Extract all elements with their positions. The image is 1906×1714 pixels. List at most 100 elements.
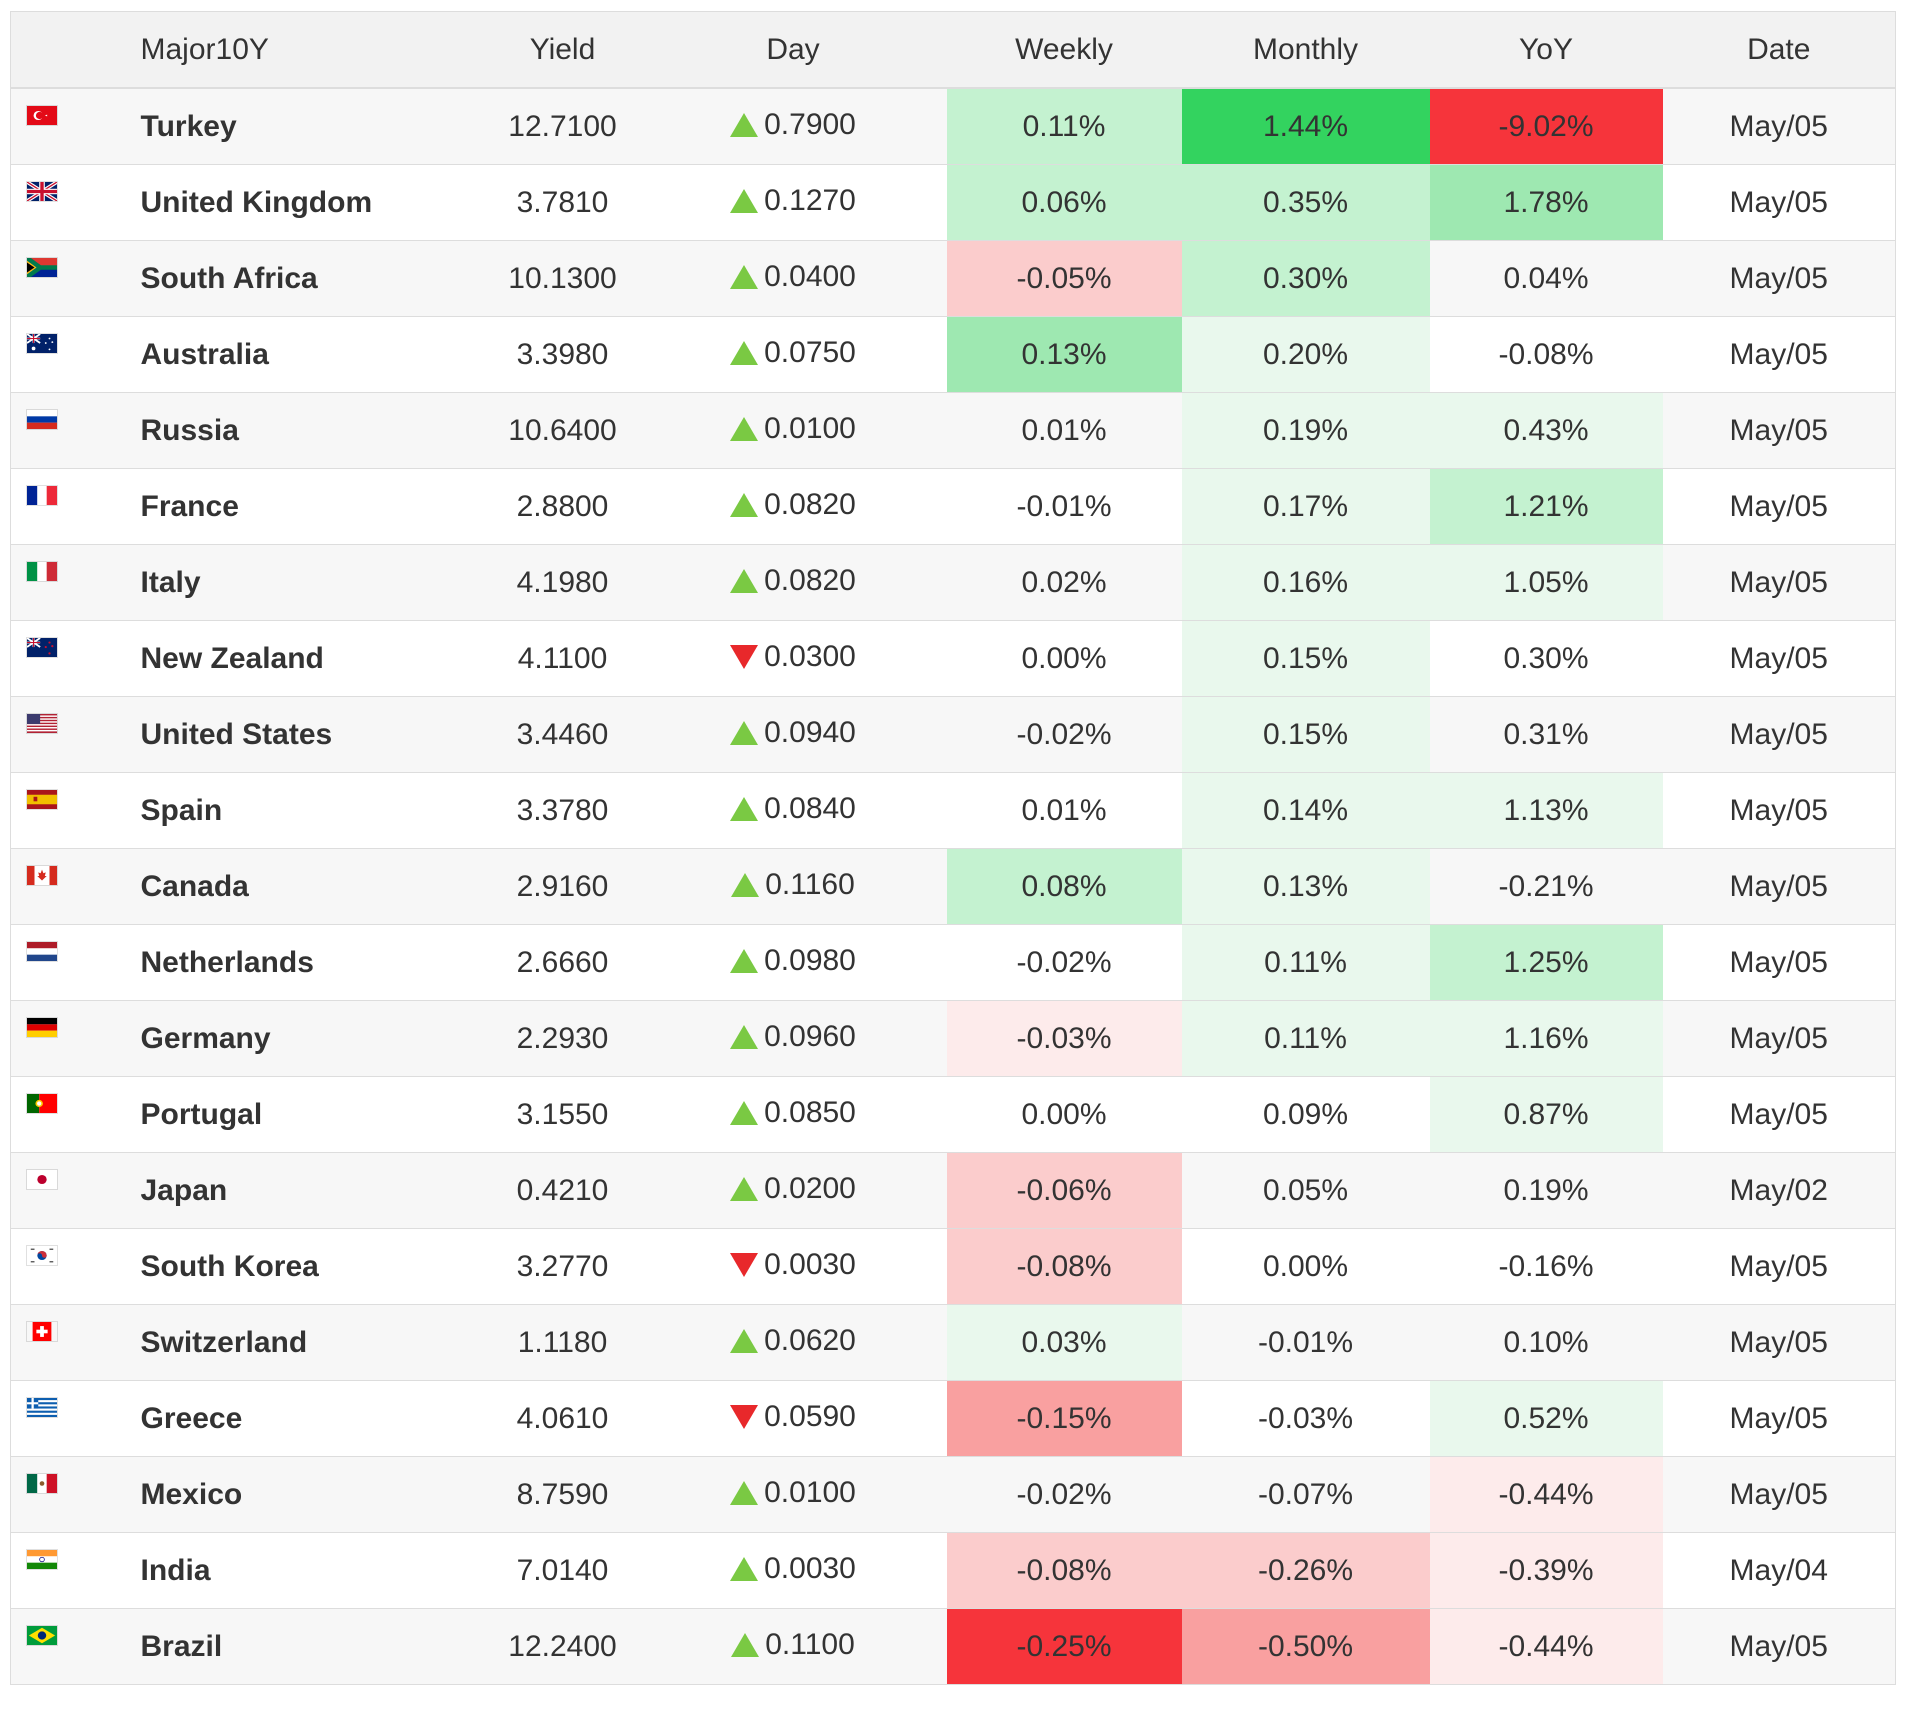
table-row[interactable]: Mexico 8.7590 0.0100 -0.02% -0.07% -0.44% May/… — [10, 1456, 1896, 1533]
date-value: May/05 — [1662, 1608, 1896, 1685]
table-row[interactable]: Switzerland 1.1180 0.0620 0.03% -0.01% 0.10% M… — [10, 1304, 1896, 1381]
table-row[interactable]: Russia 10.6400 0.0100 0.01% 0.19% 0.43% May/05 — [10, 392, 1896, 469]
table-row[interactable]: Japan 0.4210 0.0200 -0.06% 0.05% 0.19% May/02 — [10, 1152, 1896, 1229]
country-name-link[interactable]: Brazil — [136, 1608, 486, 1685]
table-row[interactable]: United Kingdom 3.7810 0.1270 0.06% 0.35% 1.78… — [10, 164, 1896, 241]
flag-cell — [10, 848, 137, 925]
arrow-up-icon — [730, 1101, 759, 1125]
flag-cell — [10, 1000, 137, 1077]
monthly-change: 0.05% — [1181, 1152, 1430, 1229]
date-value: May/05 — [1662, 164, 1896, 241]
flag-cell — [10, 544, 137, 621]
table-row[interactable]: New Zealand 4.1100 0.0300 0.00% 0.15% 0.30% Ma… — [10, 620, 1896, 697]
arrow-up-icon — [730, 721, 759, 745]
country-name-link[interactable]: Australia — [136, 316, 486, 393]
column-header-day[interactable]: Day — [639, 11, 947, 89]
country-name-link[interactable]: Switzerland — [136, 1304, 486, 1381]
yield-value: 3.3780 — [485, 772, 640, 849]
yield-value: 3.3980 — [485, 316, 640, 393]
country-name-link[interactable]: South Korea — [136, 1228, 486, 1305]
table-row[interactable]: Brazil 12.2400 0.1100 -0.25% -0.50% -0.44% May… — [10, 1608, 1896, 1685]
day-change-value: 0.0030 — [764, 1248, 856, 1281]
day-change: 0.1100 — [731, 1628, 855, 1662]
flag-cell — [10, 1152, 137, 1229]
country-name-link[interactable]: Russia — [136, 392, 486, 469]
india-flag-icon — [26, 1549, 58, 1570]
country-name-link[interactable]: Canada — [136, 848, 486, 925]
table-row[interactable]: Germany 2.2930 0.0960 -0.03% 0.11% 1.16% May/0… — [10, 1000, 1896, 1077]
arrow-up-icon — [730, 265, 759, 289]
flag-cell — [10, 1380, 137, 1457]
date-value: May/05 — [1662, 924, 1896, 1001]
table-row[interactable]: South Korea 3.2770 0.0030 -0.08% 0.00% -0.16%… — [10, 1228, 1896, 1305]
table-row[interactable]: Italy 4.1980 0.0820 0.02% 0.16% 1.05% May/05 — [10, 544, 1896, 621]
date-value: May/02 — [1662, 1152, 1896, 1229]
country-name-link[interactable]: New Zealand — [136, 620, 486, 697]
arrow-down-icon — [730, 1253, 759, 1277]
table-row[interactable]: South Africa 10.1300 0.0400 -0.05% 0.30% 0.04… — [10, 240, 1896, 317]
day-change-value: 0.0940 — [764, 716, 856, 749]
france-flag-icon — [26, 485, 58, 506]
germany-flag-icon — [26, 1017, 58, 1038]
monthly-change: -0.50% — [1181, 1608, 1430, 1685]
country-name-link[interactable]: Portugal — [136, 1076, 486, 1153]
day-change-cell: 0.0620 — [639, 1304, 947, 1381]
arrow-up-icon — [730, 949, 759, 973]
arrow-up-icon — [731, 1633, 760, 1657]
south-africa-flag-icon — [26, 257, 58, 278]
new-zealand-flag-icon — [26, 637, 58, 658]
table-row[interactable]: Australia 3.3980 0.0750 0.13% 0.20% -0.08% May… — [10, 316, 1896, 393]
column-header-monthly[interactable]: Monthly — [1181, 11, 1430, 89]
column-header-yield[interactable]: Yield — [485, 11, 640, 89]
arrow-up-icon — [730, 493, 759, 517]
day-change-value: 0.0820 — [764, 564, 856, 597]
table-row[interactable]: Turkey 12.7100 0.7900 0.11% 1.44% -9.02% May/0… — [10, 87, 1896, 165]
arrow-up-icon — [730, 1025, 759, 1049]
country-name-link[interactable]: Mexico — [136, 1456, 486, 1533]
column-header-yoy[interactable]: YoY — [1429, 11, 1663, 89]
day-change-cell: 0.0820 — [639, 544, 947, 621]
table-row[interactable]: Canada 2.9160 0.1160 0.08% 0.13% -0.21% May/05 — [10, 848, 1896, 925]
column-header-date[interactable]: Date — [1662, 11, 1896, 89]
flag-cell — [10, 696, 137, 773]
country-name-link[interactable]: Greece — [136, 1380, 486, 1457]
mexico-flag-icon — [26, 1473, 58, 1494]
day-change: 0.0620 — [730, 1324, 856, 1358]
country-name-link[interactable]: France — [136, 468, 486, 545]
day-change-value: 0.0100 — [764, 1476, 856, 1509]
country-name-link[interactable]: Germany — [136, 1000, 486, 1077]
country-name-link[interactable]: Italy — [136, 544, 486, 621]
day-change-value: 0.0100 — [764, 412, 856, 445]
table-row[interactable]: France 2.8800 0.0820 -0.01% 0.17% 1.21% May/05 — [10, 468, 1896, 545]
day-change: 0.0030 — [730, 1248, 856, 1282]
table-row[interactable]: United States 3.4460 0.0940 -0.02% 0.15% 0.31… — [10, 696, 1896, 773]
yoy-change: -0.16% — [1429, 1228, 1663, 1305]
country-name-link[interactable]: United Kingdom — [136, 164, 486, 241]
netherlands-flag-icon — [26, 941, 58, 962]
column-header-major10y[interactable]: Major10Y — [136, 11, 486, 89]
column-header-weekly[interactable]: Weekly — [946, 11, 1182, 89]
yoy-change: 1.78% — [1429, 164, 1663, 241]
table-row[interactable]: Netherlands 2.6660 0.0980 -0.02% 0.11% 1.25% M… — [10, 924, 1896, 1001]
country-name-link[interactable]: United States — [136, 696, 486, 773]
day-change-cell: 0.0820 — [639, 468, 947, 545]
country-name-link[interactable]: Turkey — [136, 87, 486, 165]
date-value: May/05 — [1662, 544, 1896, 621]
country-name-link[interactable]: South Africa — [136, 240, 486, 317]
day-change-cell: 0.0750 — [639, 316, 947, 393]
table-row[interactable]: Greece 4.0610 0.0590 -0.15% -0.03% 0.52% May/0… — [10, 1380, 1896, 1457]
country-name-link[interactable]: Netherlands — [136, 924, 486, 1001]
arrow-up-icon — [730, 417, 759, 441]
weekly-change: 0.11% — [946, 87, 1182, 165]
country-name-link[interactable]: Spain — [136, 772, 486, 849]
flag-cell — [10, 392, 137, 469]
table-row[interactable]: Spain 3.3780 0.0840 0.01% 0.14% 1.13% May/05 — [10, 772, 1896, 849]
monthly-change: 0.00% — [1181, 1228, 1430, 1305]
day-change-cell: 0.1160 — [639, 848, 947, 925]
united-kingdom-flag-icon — [26, 181, 58, 202]
table-row[interactable]: Portugal 3.1550 0.0850 0.00% 0.09% 0.87% May/0… — [10, 1076, 1896, 1153]
yoy-change: -0.44% — [1429, 1456, 1663, 1533]
country-name-link[interactable]: Japan — [136, 1152, 486, 1229]
table-row[interactable]: India 7.0140 0.0030 -0.08% -0.26% -0.39% May/0… — [10, 1532, 1896, 1609]
country-name-link[interactable]: India — [136, 1532, 486, 1609]
